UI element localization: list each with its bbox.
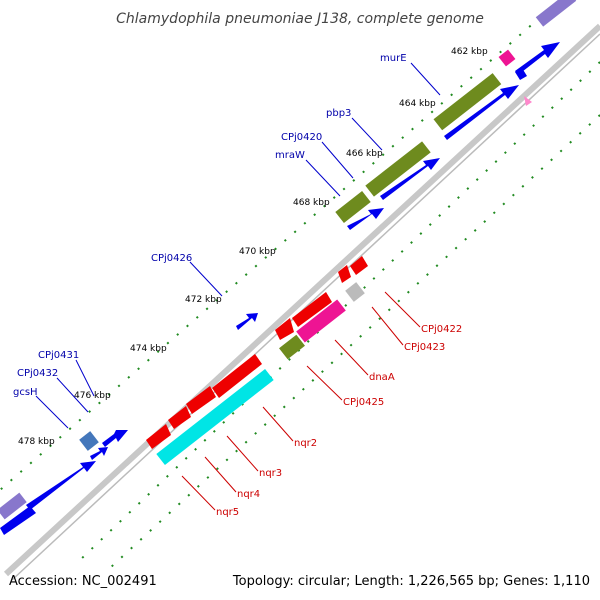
leader-line-CPj0425 [306,365,343,401]
leader-line-nqr2 [262,406,294,442]
feature-red-CPj0422a [350,256,368,275]
feature-red-CPj0422b [338,265,351,283]
forward-strand [0,0,577,535]
feature-pink-small [524,96,532,106]
gene-label-nqr3: nqr3 [259,468,282,479]
feature-blue-murE [444,85,519,140]
gene-label-nqr4: nqr4 [237,489,260,500]
leader-line-mraW [305,159,341,197]
tick-labels: 462 kbp 464 kbp 466 kbp 468 kbp 470 kbp … [18,47,488,447]
reverse-strand [146,96,532,465]
feature-blue-CPj0432 [102,430,128,447]
gene-label-CPj0420: CPj0420 [281,132,322,143]
leader-line-CPj0422 [384,291,421,328]
gene-bar-CPj0431 [79,431,99,451]
feature-red-CPj0423 [292,292,332,327]
feature-blue-462a [515,42,560,75]
leader-line-murE [410,62,441,96]
outer-dotted-ring [0,0,561,491]
feature-gray-CPj0423 [345,282,365,302]
leader-line-CPj0432 [56,377,89,413]
gene-label-CPj0426: CPj0426 [151,253,192,264]
map-title: Chlamydophila pneumoniae J138, complete … [116,11,484,27]
gene-label-nqr2: nqr2 [294,438,317,449]
tick-label: 468 kbp [293,198,330,208]
gene-label-pbp3: pbp3 [326,108,351,119]
feature-blue-480 [0,506,36,535]
feature-red-CPj0423b [275,318,294,340]
gene-label-mraW: mraW [275,150,305,161]
dotted-rings [0,0,600,569]
tick-label: 470 kbp [239,247,276,257]
footer-accession: Accession: NC_002491 [9,574,157,589]
gene-bar-CPj0425 [279,334,305,360]
feature-top-right-lavender [535,0,577,27]
feature-blue-462b [515,68,527,80]
leader-line-dnaA [334,339,369,376]
leader-line-pbp3 [351,117,383,151]
feature-blue-mraW [347,208,384,230]
gene-label-CPj0431: CPj0431 [38,350,79,361]
leader-line-nqr3 [226,435,259,472]
gene-label-murE: murE [380,53,407,64]
feature-red-nqr2 [212,354,262,398]
feature-blue-pbp3 [380,158,440,200]
reverse-gene-labels [181,291,421,511]
tick-label: 476 kbp [74,391,111,401]
gene-label-CPj0425: CPj0425 [343,397,384,408]
gene-bar-murE [433,73,502,131]
feature-red-nqr4 [168,406,191,429]
feature-blue-478 [26,461,96,510]
gene-label-CPj0423: CPj0423 [404,342,445,353]
feature-magenta-462 [498,49,516,67]
inner-dotted-ring-b [109,114,600,569]
tick-label: 478 kbp [18,437,55,447]
tick-label: 472 kbp [185,295,222,305]
gene-label-nqr5: nqr5 [216,507,239,518]
tick-label: 462 kbp [451,47,488,57]
gene-bar-dnaA [296,299,346,343]
gene-label-gcsH: gcsH [13,387,38,398]
feature-blue-CPj0426 [236,313,258,330]
forward-gene-label-texts: murE pbp3 CPj0420 mraW CPj0426 CPj0431 C… [13,53,407,398]
tick-label: 466 kbp [346,149,383,159]
reverse-gene-label-texts: CPj0422 CPj0423 dnaA CPj0425 nqr2 nqr3 n… [216,324,462,518]
feature-blue-gcsH [90,447,108,460]
leader-line-nqr5 [181,475,216,511]
forward-gene-labels [35,62,441,429]
leader-line-CPj0431 [75,359,95,397]
footer-summary: Topology: circular; Length: 1,226,565 bp… [232,574,590,589]
gene-label-dnaA: dnaA [369,372,395,383]
backbone-ring [3,23,600,577]
leader-line-CPj0426 [189,261,223,297]
leader-line-gcsH [35,395,69,429]
backbone-ring-shadow [11,33,600,581]
tick-label: 464 kbp [399,99,436,109]
tick-label: 474 kbp [130,344,167,354]
feature-red-nqr3 [186,386,216,414]
gene-bar-pbp3 [365,141,431,197]
leader-line-CPj0420 [321,141,354,179]
gene-bar-nqr-cyan [156,369,274,465]
gene-bar-CPj0420 [335,191,371,223]
leader-line-nqr4 [204,456,237,493]
feature-lavender-bottom-left [0,492,27,520]
gene-label-CPj0422: CPj0422 [421,324,462,335]
leader-line-CPj0423 [371,306,404,346]
feature-red-nqr5 [146,424,171,449]
gene-label-CPj0432: CPj0432 [17,368,58,379]
